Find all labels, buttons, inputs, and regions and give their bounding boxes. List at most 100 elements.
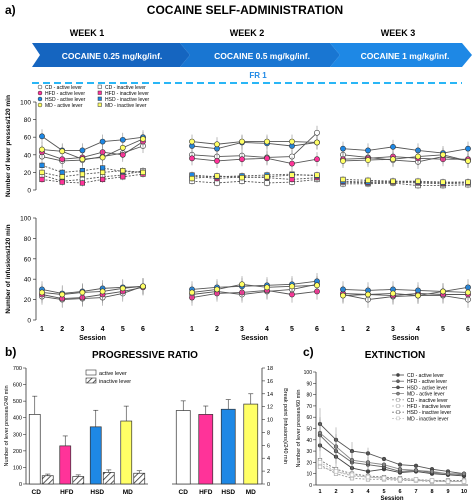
- y-tick-label: 0: [19, 482, 22, 488]
- panel-c-title: EXTINCTION: [365, 350, 426, 361]
- y-tick-label: 60: [24, 135, 32, 142]
- category-label: CD: [179, 489, 189, 496]
- legend-marker-hfd-inactive-lever: [97, 90, 102, 95]
- panel-label-c: c): [303, 345, 314, 359]
- x-tick-label: 4: [416, 326, 420, 333]
- y-tick-label: 8: [267, 430, 270, 436]
- legend-marker-hsd-inactive-lever: [97, 96, 102, 101]
- legend-marker-cd-active-lever: [396, 373, 400, 377]
- data-point-hsd-active-lever: [365, 451, 371, 456]
- x-tick-label: 5: [290, 326, 294, 333]
- y-tick-label: 600: [13, 383, 22, 389]
- y-axis-label: Number of lever presses/120 min: [5, 95, 12, 197]
- y-tick-label: 18: [267, 366, 273, 372]
- data-point-md-inactive-lever: [264, 174, 270, 180]
- data-point-hfd-inactive-lever: [317, 464, 323, 470]
- x-tick-label: 9: [446, 489, 449, 495]
- legend-label-cd-active-lever: CD - active lever: [407, 373, 444, 379]
- legend-label-hsd-inactive-lever: HSD - inactive lever: [105, 97, 150, 103]
- x-tick-label: 6: [398, 489, 401, 495]
- x-axis-label: Session: [380, 496, 403, 502]
- data-point-md-inactive-lever: [349, 472, 355, 477]
- y-tick-label: 0: [309, 483, 312, 489]
- data-point-md-active-lever: [239, 138, 245, 145]
- series-line-md-week-1: [41, 285, 144, 295]
- legend-label-hsd-active-lever: HSD - active lever: [407, 385, 448, 391]
- legend-marker-active-lever: [85, 369, 97, 376]
- panel-label-a: a): [5, 3, 16, 17]
- y-tick-label: 100: [304, 370, 313, 376]
- legend-label-cd-inactive-lever: CD - inactive lever: [407, 398, 448, 404]
- x-tick-label: 1: [190, 326, 194, 333]
- data-point-md-active-lever: [140, 136, 146, 142]
- series-line-md-active-lever-week-1: [41, 138, 144, 160]
- data-point-hsd-inactive-lever: [39, 162, 45, 168]
- y-tick-label: 300: [13, 432, 22, 438]
- data-point-hfd-active-lever: [289, 160, 295, 167]
- data-point-md-inactive-lever: [239, 175, 245, 181]
- data-point-md-active-lever: [365, 460, 371, 465]
- y-tick-label: 10: [267, 418, 273, 424]
- category-label: MD: [123, 489, 133, 496]
- bar-md: [243, 403, 259, 485]
- data-point-md: [189, 289, 195, 296]
- legend-label-hfd-active-lever: HFD - active lever: [45, 91, 85, 97]
- data-point-md: [465, 289, 471, 296]
- dose-banner-week-2: [180, 43, 340, 67]
- data-point-md-active-lever: [365, 157, 371, 163]
- y-tick-label: 80: [306, 393, 312, 399]
- legend-label-md-inactive-lever: MD - inactive lever: [407, 416, 449, 422]
- series-line-md-inactive-lever-week-1: [41, 170, 144, 178]
- data-point-md: [264, 284, 270, 291]
- legend-marker-cd-inactive-lever: [97, 84, 102, 89]
- category-label: HFD: [60, 489, 74, 496]
- x-tick-label: 3: [80, 326, 84, 333]
- dose-label-week-3: COCAINE 1 mg/kg/inf.: [361, 51, 450, 61]
- series-line-cd-week-3: [342, 294, 469, 301]
- data-point-md-inactive-lever: [214, 173, 220, 179]
- data-point-md-active-lever: [314, 139, 320, 146]
- data-point-hsd-active-lever: [39, 133, 45, 140]
- figure-title: COCAINE SELF-ADMINISTRATION: [147, 3, 343, 17]
- series-line-md-active-lever-week-2: [191, 141, 318, 145]
- series-line-hsd-active-lever: [319, 423, 465, 475]
- data-point-md-active-lever: [59, 148, 66, 155]
- data-point-md-active-lever: [264, 138, 270, 145]
- y-tick-label: 80: [24, 117, 32, 124]
- panel-c-extinction: 0 10 20 30 40 50 60 70 80 90 100 Number of lever pr…: [296, 370, 468, 502]
- data-point-md-active-lever: [349, 457, 355, 463]
- data-point-hsd-active-lever: [413, 463, 419, 468]
- series-line-hsd-active-lever-week-2: [191, 142, 318, 150]
- x-axis-label: Session: [392, 335, 419, 342]
- series-line-hsd-active-lever-week-3: [342, 146, 469, 154]
- category-label: HSD: [221, 489, 235, 496]
- data-point-md-active-lever: [214, 141, 220, 148]
- y-tick-label: 6: [267, 443, 270, 449]
- data-point-md-active-lever: [381, 462, 387, 467]
- x-tick-label: 4: [366, 489, 370, 495]
- data-point-hsd-active-lever: [397, 462, 403, 467]
- data-point-md-active-lever: [340, 158, 346, 164]
- dose-banner-week-1: [32, 43, 190, 67]
- legend-label-md-active-lever: MD - active lever: [407, 392, 445, 398]
- x-tick-label: 6: [141, 326, 145, 333]
- data-point-md-active-lever: [79, 156, 86, 163]
- data-point-hsd-active-lever: [340, 145, 346, 152]
- panel-a-lever-presses: 0 20 40 60 80 100 Number of lever presses/120 …: [5, 95, 471, 197]
- y-tick-label: 40: [306, 438, 312, 444]
- series-line-hsd-week-3: [342, 286, 469, 292]
- y-tick-label: 40: [24, 152, 32, 159]
- data-point-md: [119, 285, 126, 292]
- legend-marker-md-active-lever: [37, 102, 43, 108]
- bar-hsd: [220, 408, 236, 485]
- bar-hfd-active-lever: [59, 445, 72, 485]
- y-tick-label: 700: [13, 366, 22, 372]
- data-point-md: [390, 290, 396, 297]
- series-line-hsd-active-lever-week-1: [41, 135, 144, 151]
- y-tick-label: 100: [13, 465, 22, 471]
- x-tick-label: 7: [414, 489, 417, 495]
- x-tick-label: 3: [391, 326, 395, 333]
- data-point-hfd-inactive-lever: [39, 176, 45, 183]
- week-3-label: WEEK 3: [381, 28, 416, 38]
- data-point-md-inactive-lever: [314, 172, 320, 178]
